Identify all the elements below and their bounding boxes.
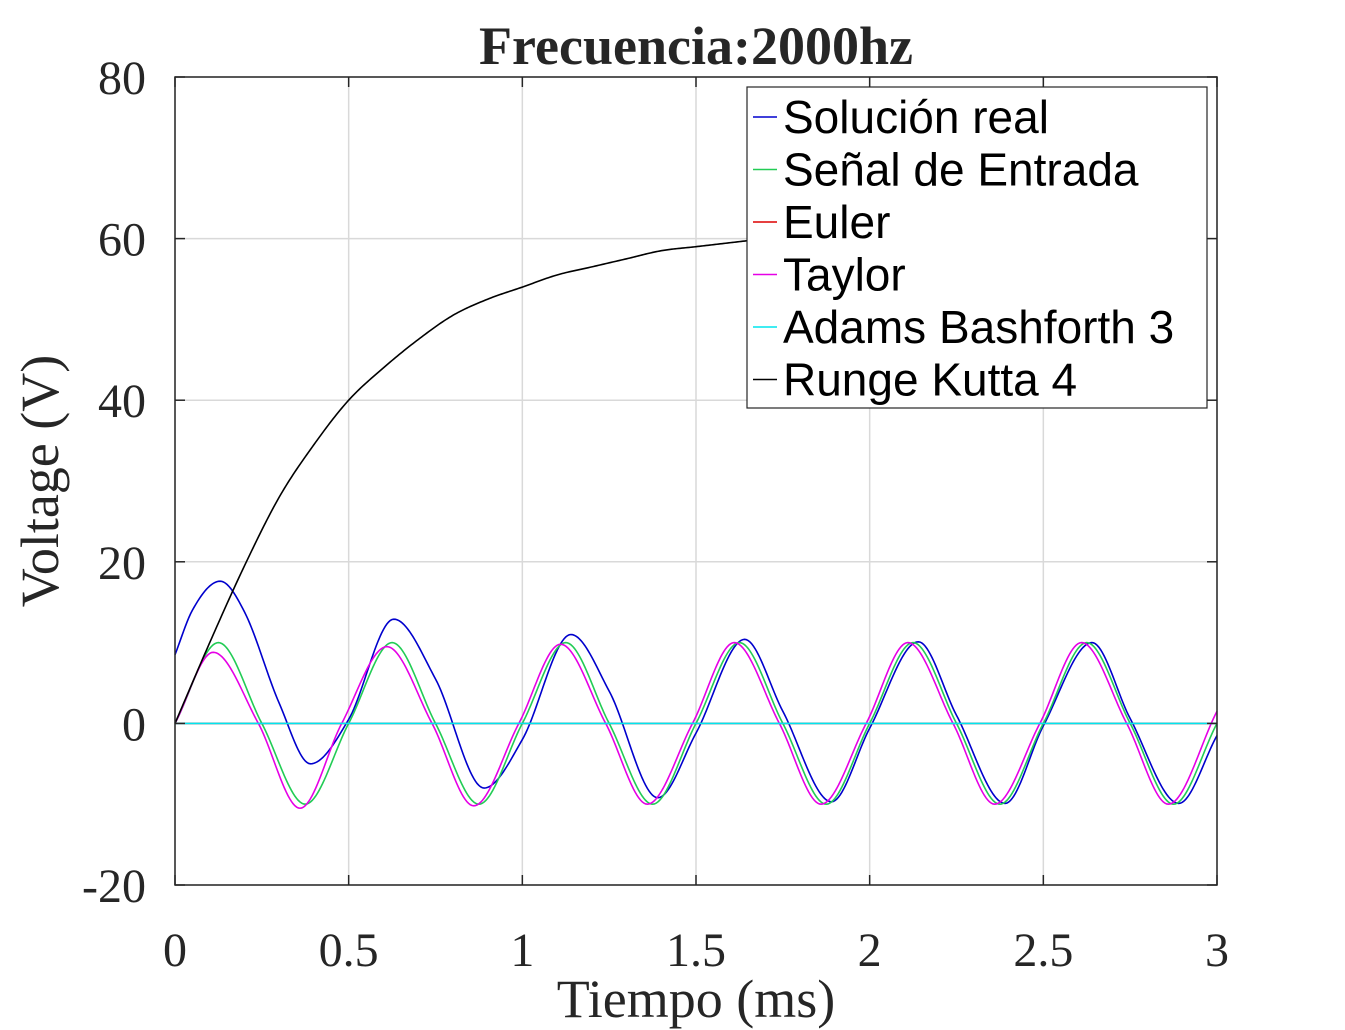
tick-labels: 0 0.5 1 1.5 2 2.5 3 -20 0 20 40 60 80 xyxy=(82,52,1229,977)
x-tick-label: 3 xyxy=(1205,924,1229,977)
x-tick-label: 1.5 xyxy=(666,924,726,977)
x-axis-label: Tiempo (ms) xyxy=(557,969,836,1029)
legend-box xyxy=(746,86,1208,409)
y-tick-label: 0 xyxy=(122,698,146,751)
series-line-taylor xyxy=(174,641,1218,810)
legend-entry-label: Señal de Entrada xyxy=(783,144,1139,196)
legend-entry-label: Euler xyxy=(783,196,890,248)
x-tick-label: 0 xyxy=(163,924,187,977)
legend-entry-label: Solución real xyxy=(783,91,1049,143)
x-tick-label: 2.5 xyxy=(1013,924,1073,977)
x-tick-label: 1 xyxy=(510,924,534,977)
legend-entry-label: Taylor xyxy=(783,249,906,301)
y-axis-label: Voltage (V) xyxy=(10,355,70,607)
y-tick-label: 60 xyxy=(98,214,146,267)
x-tick-label: 2 xyxy=(858,924,882,977)
y-tick-label: 40 xyxy=(98,375,146,428)
y-tick-label: 80 xyxy=(98,52,146,105)
legend-entry-label: Runge Kutta 4 xyxy=(783,354,1077,406)
chart-title: Frecuencia:2000hz xyxy=(479,16,913,76)
x-tick-label: 0.5 xyxy=(319,924,379,977)
legend-entry-label: Adams Bashforth 3 xyxy=(783,301,1174,353)
series-line-soluci-n-real xyxy=(174,580,1218,805)
tick-marks xyxy=(174,76,1218,886)
y-tick-label: 20 xyxy=(98,537,146,590)
y-tick-label: -20 xyxy=(82,860,146,913)
